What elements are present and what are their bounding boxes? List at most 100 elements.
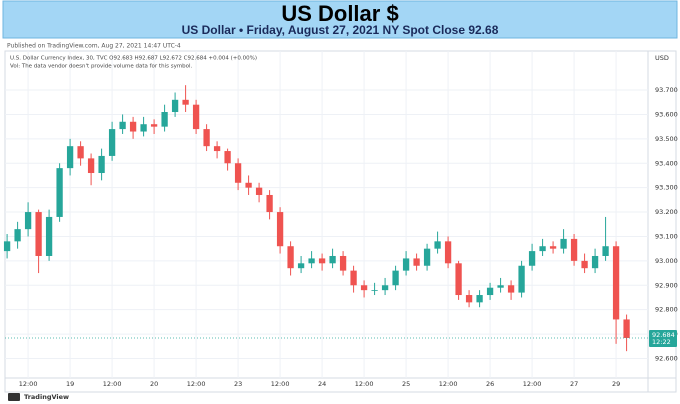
x-tick-label: 12:00 [439, 380, 458, 388]
title-banner [2, 0, 678, 39]
candle-body [497, 285, 504, 288]
candle-body [3, 241, 11, 252]
candle-body [318, 258, 326, 264]
candle-body [129, 121, 137, 132]
legend-line: U.S. Dollar Currency Index, 30, TVC O92.… [10, 56, 257, 62]
last-countdown: 12:22 [652, 338, 671, 346]
candle-body [245, 182, 252, 188]
subtitle: US Dollar • Friday, August 27, 2021 NY S… [182, 23, 499, 37]
x-tick-label: 26 [486, 380, 494, 388]
candle-body [339, 255, 347, 271]
candle-body [182, 99, 189, 105]
x-tick-label: 12:00 [523, 380, 542, 388]
published-note: Published on TradingView.com, Aug 27, 20… [7, 43, 181, 50]
y-tick-label: 93.500 [655, 135, 678, 143]
y-tick-label: 92.800 [655, 306, 678, 314]
candle-body [308, 258, 315, 264]
candle-body [423, 248, 431, 266]
volume-note: Vol: The data vendor doesn't provide vol… [10, 64, 193, 70]
candle-body [402, 258, 410, 271]
x-tick-label: 12:00 [19, 380, 38, 388]
candle-body [14, 229, 21, 242]
currency-label: USD [655, 54, 669, 62]
candle-body [329, 255, 336, 264]
candle-body [507, 285, 515, 293]
candle-body [528, 251, 536, 266]
candle-body [224, 151, 231, 164]
x-tick-label: 25 [402, 380, 410, 388]
y-tick-label: 93.300 [655, 184, 678, 192]
candle-body [444, 241, 452, 264]
chart-frame [4, 50, 677, 393]
candle-body [455, 263, 462, 296]
candle-body [213, 146, 221, 152]
candle-body [476, 295, 483, 303]
x-tick-label: 29 [612, 380, 620, 388]
x-tick-label: 24 [318, 380, 326, 388]
candle-body [612, 246, 620, 320]
candle-body [140, 124, 147, 132]
last-price-tag [649, 329, 677, 347]
x-tick-label: 27 [570, 380, 578, 388]
candle-body [549, 246, 557, 249]
candle-body [24, 212, 32, 230]
x-tick-label: 12:00 [271, 380, 290, 388]
x-tick-label: 12:00 [187, 380, 206, 388]
candle-body [266, 194, 273, 213]
x-tick-label: 12:00 [103, 380, 122, 388]
candle-body [602, 246, 609, 256]
candle-body [119, 121, 126, 130]
grid [5, 51, 648, 378]
candle-body [465, 295, 473, 303]
candle-body [287, 246, 294, 269]
candle-body [560, 238, 567, 249]
candle-body [350, 270, 357, 286]
x-tick-label: 23 [234, 380, 242, 388]
y-tick-label: 93.100 [655, 232, 678, 240]
candle-body [192, 104, 200, 130]
candle-body [297, 263, 305, 269]
candle-body [234, 163, 242, 183]
candle-body [570, 238, 578, 261]
candle-body [276, 212, 284, 247]
y-tick-label: 92.900 [655, 281, 678, 289]
x-tick-label: 20 [150, 380, 158, 388]
y-tick-label: 93.400 [655, 159, 678, 167]
candle-body [35, 212, 42, 256]
candle-body [56, 168, 63, 217]
y-tick-label: 92.600 [655, 354, 678, 362]
candles [3, 85, 630, 352]
candle-body [623, 319, 630, 338]
candle-body [161, 112, 168, 127]
x-tick-label: 12:00 [355, 380, 374, 388]
candle-body [371, 290, 378, 291]
candle-body [539, 246, 546, 252]
candle-body [87, 158, 95, 174]
title: US Dollar $ [281, 1, 398, 26]
y-tick-label: 93.700 [655, 86, 678, 94]
candle-body [518, 265, 525, 293]
candle-body [255, 187, 263, 195]
candle-body [486, 287, 494, 296]
y-tick-label: 93.600 [655, 110, 678, 118]
candle-body [45, 216, 53, 256]
last-price-label: 92.684 [652, 331, 675, 339]
brand-logo [8, 393, 20, 401]
candle-body [66, 146, 74, 169]
footer-brand: TradingView [24, 393, 69, 401]
candle-body [381, 285, 389, 291]
candle-body [98, 155, 105, 174]
x-tick-label: 19 [66, 380, 74, 388]
y-tick-label: 93.200 [655, 208, 678, 216]
candle-body [108, 129, 116, 156]
candle-body [171, 99, 179, 113]
candle-body [434, 241, 441, 249]
candle-body [360, 285, 368, 291]
candle-body [591, 255, 599, 269]
candle-body [77, 146, 84, 159]
candle-body [203, 129, 210, 147]
candle-body [413, 258, 420, 266]
candle-body [150, 124, 158, 127]
candle-body [581, 260, 588, 269]
